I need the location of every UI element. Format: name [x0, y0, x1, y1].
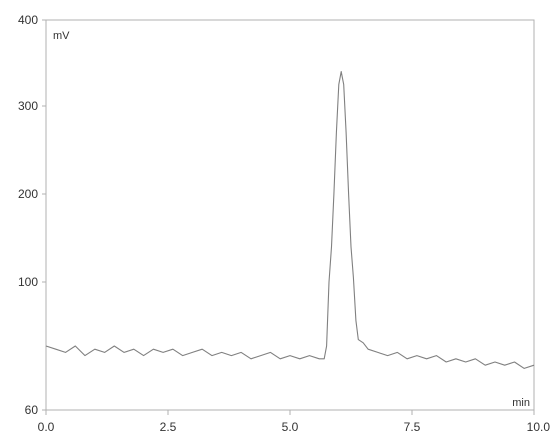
y-tick-label: 60	[25, 403, 39, 417]
x-tick-label: 7.5	[404, 420, 421, 434]
y-tick-label: 400	[18, 13, 38, 27]
series-line	[45, 71, 535, 369]
x-tick-label: 0.0	[38, 420, 55, 434]
series-layer	[45, 71, 535, 369]
y-tick-label: 100	[18, 275, 38, 289]
x-tick-label: 10.0	[527, 420, 551, 434]
plot-frame	[45, 19, 535, 411]
x-tick-label: 2.5	[160, 420, 177, 434]
x-axis-unit-label: min	[512, 397, 530, 409]
y-tick-label: 300	[18, 99, 38, 113]
y-tick-label: 200	[18, 187, 38, 201]
y-axis-unit-label: mV	[53, 30, 70, 42]
y-axis: 60 100 200 300 400	[18, 13, 46, 417]
x-tick-label: 5.0	[282, 420, 299, 434]
x-axis: 0.0 2.5 5.0 7.5 10.0	[38, 410, 551, 434]
